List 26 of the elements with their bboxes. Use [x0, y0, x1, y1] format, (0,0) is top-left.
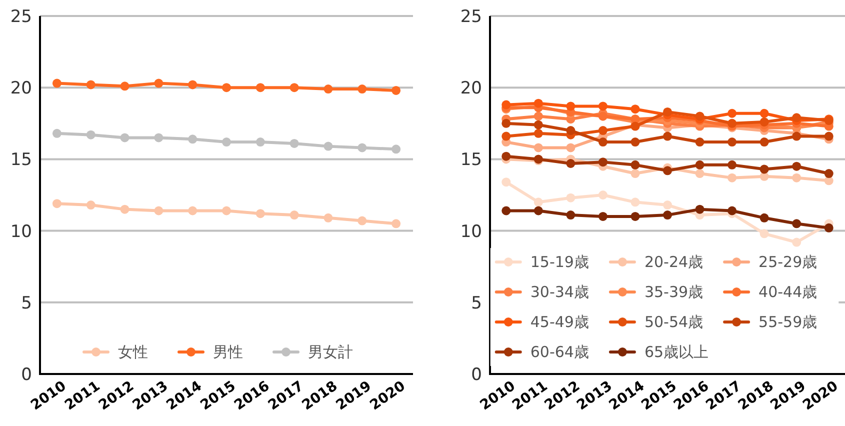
legend-label: 40-44歳: [758, 283, 818, 301]
legend-label: 20-24歳: [644, 253, 704, 271]
y-tick-label: 20: [10, 78, 32, 99]
legend-label: 50-54歳: [644, 313, 704, 331]
y-tick-label: 0: [21, 365, 32, 385]
legend-label: 65歳以上: [644, 343, 709, 361]
legend-label: 35-39歳: [644, 283, 704, 301]
legend-label: 60-64歳: [530, 343, 589, 361]
legend-label: 30-34歳: [530, 283, 589, 301]
legend-label: 55-59歳: [758, 313, 818, 331]
y-tick-label: 5: [471, 293, 482, 314]
legend-label: 女性: [118, 343, 148, 361]
y-tick-label: 15: [460, 150, 482, 170]
y-tick-label: 10: [10, 222, 32, 242]
y-tick-label: 10: [460, 222, 482, 242]
y-tick-label: 0: [471, 365, 482, 385]
y-tick-label: 15: [10, 150, 32, 170]
legend-label: 25-29歳: [758, 253, 818, 271]
legend-label: 15-19歳: [530, 253, 589, 271]
legend-label: 45-49歳: [530, 313, 589, 331]
y-tick-label: 25: [10, 7, 32, 27]
legend-label: 男女計: [308, 343, 353, 361]
y-tick-label: 20: [460, 78, 482, 99]
legend-label: 男性: [213, 343, 243, 361]
y-tick-label: 25: [460, 7, 482, 27]
y-tick-label: 5: [21, 293, 32, 314]
